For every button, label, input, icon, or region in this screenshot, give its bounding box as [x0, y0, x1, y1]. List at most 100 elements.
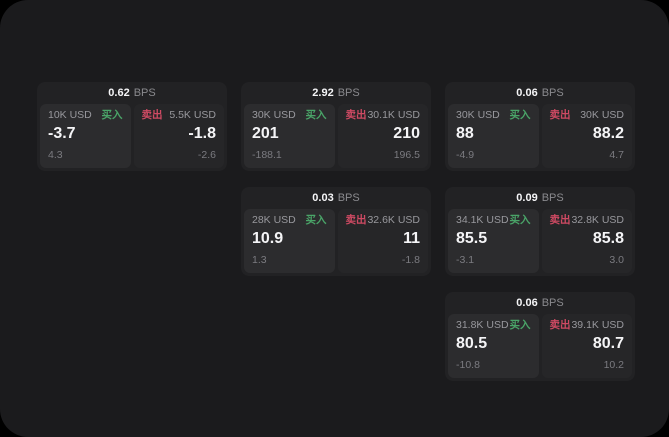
- sell-price: -1.8: [188, 125, 216, 142]
- buy-delta: 4.3: [48, 149, 63, 161]
- bps-header: 0.62 BPS: [37, 82, 227, 104]
- sell-panel-top: 卖出 5.5K USD: [142, 109, 217, 122]
- bps-unit: BPS: [541, 87, 564, 99]
- sell-panel[interactable]: 卖出 30K USD 88.2 4.7: [541, 104, 632, 168]
- quote-card: 0.03 BPS 28K USD 买入 10.9 1.3 卖出 32.6K US…: [241, 187, 431, 276]
- sell-panel[interactable]: 卖出 30.1K USD 210 196.5: [337, 104, 428, 168]
- sell-label: 卖出: [141, 109, 163, 121]
- quote-card: 2.92 BPS 30K USD 买入 201 -188.1 卖出 30.1K …: [241, 82, 431, 171]
- sell-panel-top: 卖出 30.1K USD: [346, 109, 421, 122]
- bps-value: 0.06: [516, 87, 538, 99]
- buy-delta: -10.8: [456, 359, 480, 371]
- sell-label: 卖出: [345, 214, 367, 226]
- buy-size: 34.1K USD: [456, 214, 509, 226]
- buy-delta: 1.3: [252, 254, 267, 266]
- buy-size: 30K USD: [456, 109, 500, 121]
- buy-label: 买入: [509, 109, 531, 121]
- bps-value: 0.03: [312, 192, 334, 204]
- bps-header: 2.92 BPS: [241, 82, 431, 104]
- buy-size: 28K USD: [252, 214, 296, 226]
- sell-delta: -1.8: [401, 254, 420, 266]
- sell-panel[interactable]: 卖出 32.8K USD 85.8 3.0: [541, 209, 632, 273]
- sell-size: 30.1K USD: [367, 109, 420, 121]
- bps-unit: BPS: [541, 192, 564, 204]
- buy-delta: -188.1: [252, 149, 282, 161]
- buy-panel[interactable]: 31.8K USD 买入 80.5 -10.8: [448, 314, 539, 378]
- sell-size: 32.6K USD: [367, 214, 420, 226]
- buy-panel[interactable]: 10K USD 买入 -3.7 4.3: [40, 104, 131, 168]
- sell-size: 39.1K USD: [571, 319, 624, 331]
- buy-panel-top: 30K USD 买入: [456, 109, 531, 122]
- sell-price: 80.7: [592, 335, 624, 352]
- sell-size: 32.8K USD: [571, 214, 624, 226]
- bps-unit: BPS: [541, 297, 564, 309]
- sell-label: 卖出: [345, 109, 367, 121]
- sell-delta: 3.0: [609, 254, 624, 266]
- quote-card: 0.09 BPS 34.1K USD 买入 85.5 -3.1 卖出 32.8K…: [445, 187, 635, 276]
- sell-size: 30K USD: [580, 109, 624, 121]
- sell-panel[interactable]: 卖出 39.1K USD 80.7 10.2: [541, 314, 632, 378]
- sell-label: 卖出: [549, 109, 571, 121]
- buy-label: 买入: [509, 214, 531, 226]
- bps-header: 0.06 BPS: [445, 292, 635, 314]
- sell-size: 5.5K USD: [169, 109, 216, 121]
- sell-panel-top: 卖出 30K USD: [550, 109, 625, 122]
- bps-unit: BPS: [133, 87, 156, 99]
- buy-panel[interactable]: 34.1K USD 买入 85.5 -3.1: [448, 209, 539, 273]
- panels-row: 28K USD 买入 10.9 1.3 卖出 32.6K USD 11 -1.8: [241, 209, 431, 276]
- buy-price: 10.9: [252, 230, 284, 247]
- bps-value: 0.06: [516, 297, 538, 309]
- panels-row: 31.8K USD 买入 80.5 -10.8 卖出 39.1K USD 80.…: [445, 314, 635, 381]
- buy-panel-top: 30K USD 买入: [252, 109, 327, 122]
- sell-panel[interactable]: 卖出 32.6K USD 11 -1.8: [337, 209, 428, 273]
- buy-price: 80.5: [456, 335, 488, 352]
- buy-panel-top: 34.1K USD 买入: [456, 214, 531, 227]
- quote-card: 0.62 BPS 10K USD 买入 -3.7 4.3 卖出 5.5K USD: [37, 82, 227, 171]
- buy-panel[interactable]: 28K USD 买入 10.9 1.3: [244, 209, 335, 273]
- bps-header: 0.09 BPS: [445, 187, 635, 209]
- sell-label: 卖出: [549, 319, 571, 331]
- sell-delta: 10.2: [603, 359, 624, 371]
- buy-label: 买入: [305, 214, 327, 226]
- sell-delta: -2.6: [197, 149, 216, 161]
- sell-panel[interactable]: 卖出 5.5K USD -1.8 -2.6: [133, 104, 224, 168]
- sell-label: 卖出: [549, 214, 571, 226]
- panels-row: 30K USD 买入 201 -188.1 卖出 30.1K USD 210 1…: [241, 104, 431, 171]
- buy-label: 买入: [509, 319, 531, 331]
- bps-value: 0.09: [516, 192, 538, 204]
- sell-panel-top: 卖出 32.6K USD: [346, 214, 421, 227]
- buy-panel[interactable]: 30K USD 买入 201 -188.1: [244, 104, 335, 168]
- buy-price: 88: [456, 125, 474, 142]
- buy-size: 30K USD: [252, 109, 296, 121]
- quote-card: 0.06 BPS 31.8K USD 买入 80.5 -10.8 卖出 39.1…: [445, 292, 635, 381]
- sell-price: 85.8: [592, 230, 624, 247]
- bps-header: 0.06 BPS: [445, 82, 635, 104]
- buy-size: 31.8K USD: [456, 319, 509, 331]
- sell-delta: 196.5: [393, 149, 420, 161]
- quote-card: 0.06 BPS 30K USD 买入 88 -4.9 卖出 30K USD: [445, 82, 635, 171]
- buy-size: 10K USD: [48, 109, 92, 121]
- sell-panel-top: 卖出 32.8K USD: [550, 214, 625, 227]
- buy-price: 85.5: [456, 230, 488, 247]
- buy-label: 买入: [101, 109, 123, 121]
- panels-row: 34.1K USD 买入 85.5 -3.1 卖出 32.8K USD 85.8…: [445, 209, 635, 276]
- sell-delta: 4.7: [609, 149, 624, 161]
- sell-price: 11: [403, 230, 420, 247]
- panels-row: 10K USD 买入 -3.7 4.3 卖出 5.5K USD -1.8 -2.…: [37, 104, 227, 171]
- bps-header: 0.03 BPS: [241, 187, 431, 209]
- buy-price: -3.7: [48, 125, 76, 142]
- buy-label: 买入: [305, 109, 327, 121]
- bps-value: 0.62: [108, 87, 130, 99]
- bps-unit: BPS: [337, 87, 360, 99]
- buy-panel-top: 28K USD 买入: [252, 214, 327, 227]
- buy-price: 201: [252, 125, 279, 142]
- buy-panel-top: 31.8K USD 买入: [456, 319, 531, 332]
- sell-price: 88.2: [592, 125, 624, 142]
- buy-panel-top: 10K USD 买入: [48, 109, 123, 122]
- buy-panel[interactable]: 30K USD 买入 88 -4.9: [448, 104, 539, 168]
- buy-delta: -3.1: [456, 254, 475, 266]
- quote-cards-grid: 0.62 BPS 10K USD 买入 -3.7 4.3 卖出 5.5K USD: [37, 82, 635, 381]
- buy-delta: -4.9: [456, 149, 475, 161]
- sell-panel-top: 卖出 39.1K USD: [550, 319, 625, 332]
